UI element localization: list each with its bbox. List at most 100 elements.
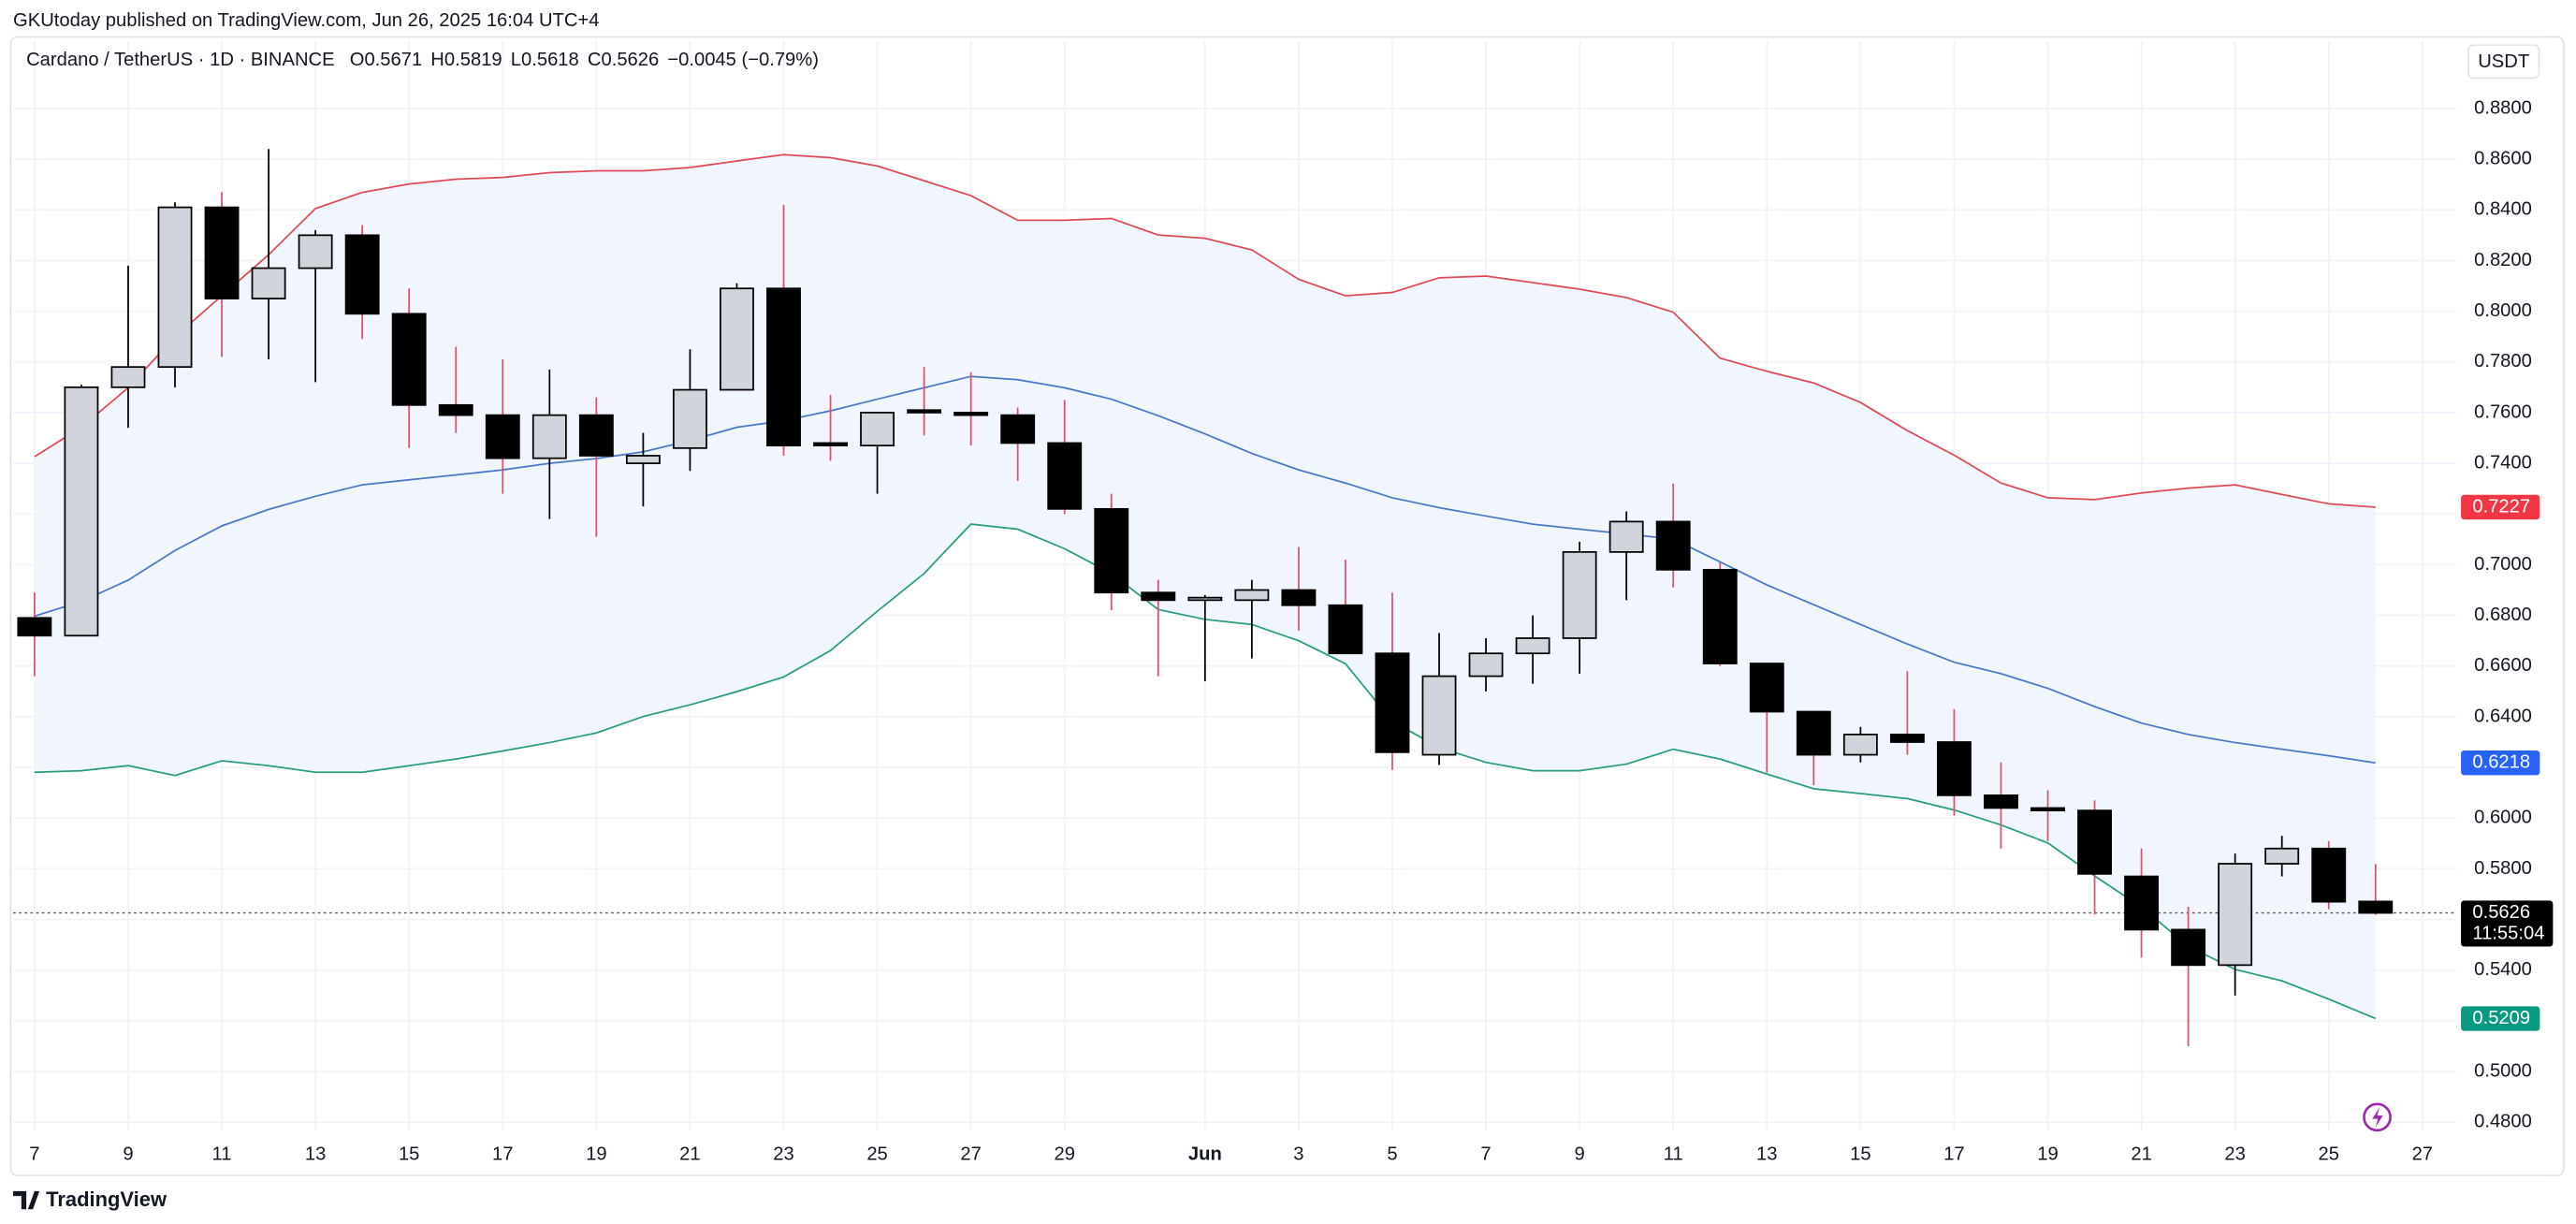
x-tick-label: 19 <box>586 1144 606 1165</box>
candle-body <box>1562 551 1597 639</box>
candle-body <box>1749 663 1784 713</box>
x-tick-label: 29 <box>1054 1144 1074 1165</box>
chart-frame <box>9 36 2565 1177</box>
x-tick-label: 15 <box>399 1144 419 1165</box>
lightning-icon[interactable] <box>2363 1102 2392 1132</box>
candle-body <box>1187 596 1223 602</box>
icon-bolt[interactable] <box>2372 1107 2383 1128</box>
x-tick-label: 19 <box>2037 1144 2058 1165</box>
candle-body <box>344 234 380 315</box>
candle-body <box>64 386 99 637</box>
x-tick-label: 17 <box>1943 1144 1964 1165</box>
candle-body <box>625 455 661 464</box>
band-fill <box>34 154 2376 1019</box>
x-tick-label: 27 <box>2412 1144 2433 1165</box>
candle-body <box>2264 847 2300 865</box>
y-tick-label: 0.5400 <box>2474 959 2532 980</box>
y-tick-label: 0.5800 <box>2474 858 2532 879</box>
x-tick-label: 21 <box>2131 1144 2151 1165</box>
x-tick-label: 11 <box>212 1144 232 1165</box>
symbol-legend: Cardano / TetherUS · 1D · BINANCE O0.567… <box>26 50 819 70</box>
x-tick-label: 3 <box>1293 1144 1303 1165</box>
candle-body <box>1608 520 1644 553</box>
x-tick-label: 23 <box>773 1144 793 1165</box>
candle-layer <box>17 149 2394 1047</box>
x-tick-label: 9 <box>123 1144 133 1165</box>
x-tick-label: 23 <box>2224 1144 2245 1165</box>
candle-body <box>578 414 614 457</box>
candle-body <box>1655 520 1691 571</box>
candle-body <box>204 206 240 299</box>
candle-body <box>1421 675 1457 756</box>
candle-body <box>953 412 989 416</box>
open-value: 0.5671 <box>364 50 422 70</box>
x-tick-label: 13 <box>305 1144 326 1165</box>
candle-body <box>1702 568 1738 664</box>
candle-body <box>485 414 520 459</box>
price-label-box <box>2461 750 2540 776</box>
candle-body <box>1842 734 1878 756</box>
open-letter: O <box>350 50 365 70</box>
candle-body <box>2124 875 2160 931</box>
y-tick-label: 0.6800 <box>2474 605 2532 625</box>
y-tick-label: 0.7400 <box>2474 452 2532 473</box>
close-letter: C <box>588 50 602 70</box>
candle-body <box>1375 652 1410 753</box>
x-tick-label: 17 <box>492 1144 513 1165</box>
price-label: 0.7227 <box>2472 496 2530 517</box>
y-tick-label: 0.8400 <box>2474 199 2532 220</box>
candle-body <box>438 403 473 416</box>
countdown-label: 11:55:04 <box>2472 924 2544 944</box>
candle-body <box>766 287 801 447</box>
candle-body <box>1281 589 1317 606</box>
x-tick-label: 21 <box>679 1144 700 1165</box>
icon-circle[interactable] <box>2363 1102 2392 1132</box>
price-label-box <box>2461 494 2540 520</box>
candle-body <box>2218 863 2253 967</box>
candle-body <box>1094 507 1129 594</box>
high-value: 0.5819 <box>444 50 502 70</box>
y-tick-label: 0.6000 <box>2474 808 2532 828</box>
candle-body <box>391 313 427 406</box>
candle-body <box>1984 794 2018 809</box>
brand-name: TradingView <box>46 1188 167 1211</box>
candle-body <box>1468 652 1504 678</box>
candle-body <box>110 366 146 388</box>
candle-body <box>2358 900 2394 914</box>
currency-box[interactable] <box>2467 44 2540 80</box>
brand-logo <box>13 1190 40 1210</box>
x-tick-label: 25 <box>866 1144 887 1165</box>
candle-body <box>17 617 52 637</box>
candle-body <box>2311 847 2347 903</box>
x-tick-label: 15 <box>1850 1144 1870 1165</box>
band-line <box>34 375 2376 765</box>
candle-body <box>907 409 942 414</box>
candle-body <box>2077 809 2112 875</box>
last-price-box <box>2461 900 2554 947</box>
symbol: Cardano / TetherUS · 1D · BINANCE <box>26 50 334 70</box>
currency[interactable]: USDT <box>2478 51 2529 72</box>
high-letter: H <box>430 50 444 70</box>
change: −0.0045 (−0.79%) <box>667 50 819 70</box>
y-tick-label: 0.7600 <box>2474 401 2532 422</box>
candle-body <box>720 287 754 391</box>
candle-body <box>2171 928 2206 967</box>
candle-body <box>298 234 333 270</box>
y-tick-label: 0.6600 <box>2474 655 2532 676</box>
candle-body <box>672 388 707 449</box>
candle-body <box>1515 637 1550 655</box>
price-label-box <box>2461 1006 2540 1031</box>
y-tick-label: 0.8200 <box>2474 250 2532 270</box>
label-layer: 0.8800 0.8600 0.8400 0.8200 0.8000 0.7800 0.76… <box>29 97 2554 1165</box>
x-tick-label: 7 <box>1480 1144 1491 1165</box>
y-tick-label: 0.8000 <box>2474 300 2532 321</box>
candle-body <box>1047 442 1083 510</box>
candle-body <box>531 414 567 459</box>
x-tick-label: 7 <box>29 1144 39 1165</box>
candle-body <box>1328 604 1363 655</box>
candle-body <box>1889 734 1925 743</box>
x-tick-label: 5 <box>1387 1144 1397 1165</box>
low-letter: L <box>511 50 521 70</box>
candle-body <box>1000 414 1036 444</box>
